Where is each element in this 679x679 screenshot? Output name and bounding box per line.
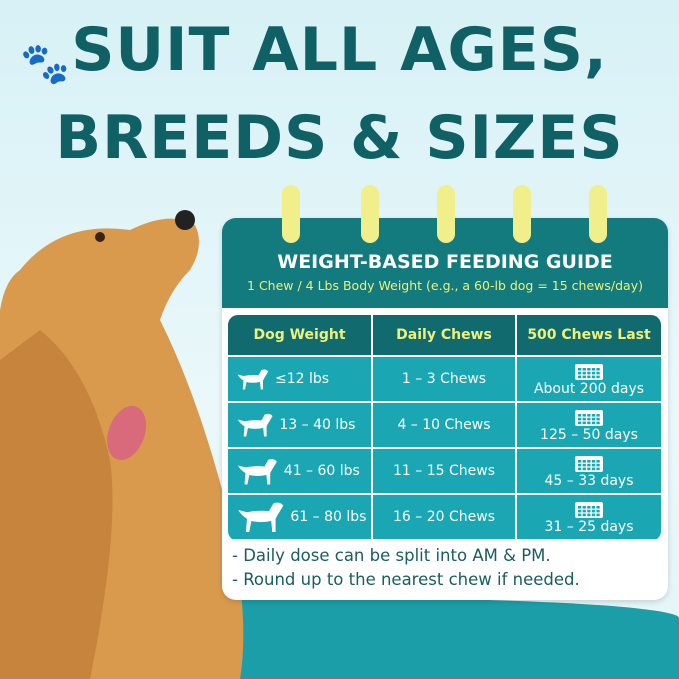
paw-print-icon: 🐾 (20, 41, 70, 87)
lasts-label: About 200 days (533, 380, 645, 397)
column-header: Dog Weight (228, 315, 373, 357)
table-row: 13 – 40 lbs 4 – 10 Chews 125 – 50 days (228, 401, 661, 449)
table-row: ≤12 lbs 1 – 3 Chews About 200 days (228, 355, 661, 403)
binder-ring (513, 185, 531, 243)
headline-line-2: BREEDS & SIZES (55, 103, 624, 173)
lasts-cell: About 200 days (515, 355, 661, 403)
lasts-cell: 31 – 25 days (515, 493, 661, 541)
chews-cell: 4 – 10 Chews (371, 401, 517, 449)
column-header: Daily Chews (371, 315, 517, 357)
weight-cell: 41 – 60 lbs (228, 447, 373, 495)
binder-ring (437, 185, 455, 243)
lasts-label: 45 – 33 days (544, 472, 634, 489)
lasts-label: 125 – 50 days (540, 426, 638, 443)
note-line: - Daily dose can be split into AM & PM. (232, 546, 551, 565)
golden-retriever-image (0, 210, 244, 679)
binder-ring (361, 185, 379, 243)
weight-cell: ≤12 lbs (228, 355, 373, 403)
table-row: 61 – 80 lbs 16 – 20 Chews 31 – 25 days (228, 493, 661, 541)
weight-label: 61 – 80 lbs (290, 509, 367, 525)
headline-line-1: SUIT ALL AGES, (71, 15, 608, 85)
table-row: 41 – 60 lbs 11 – 15 Chews 45 – 33 days (228, 447, 661, 495)
note-line: - Round up to the nearest chew if needed… (232, 570, 580, 589)
chews-cell: 1 – 3 Chews (371, 355, 517, 403)
chews-cell: 16 – 20 Chews (371, 493, 517, 541)
guide-title: WEIGHT-BASED FEEDING GUIDE (277, 251, 613, 273)
dog-silhouette-icon (237, 414, 273, 437)
dog-silhouette-icon (237, 369, 269, 390)
binder-ring (282, 185, 300, 243)
chews-cell: 11 – 15 Chews (371, 447, 517, 495)
column-header: 500 Chews Last (515, 315, 661, 357)
weight-cell: 61 – 80 lbs (228, 493, 373, 541)
lasts-cell: 125 – 50 days (515, 401, 661, 449)
table-header-row: Dog Weight Daily Chews 500 Chews Last (228, 315, 661, 357)
dog-silhouette-icon (238, 503, 284, 533)
notes: - Daily dose can be split into AM & PM. … (232, 544, 580, 592)
calendar-icon (575, 455, 603, 472)
weight-label: 41 – 60 lbs (283, 462, 360, 479)
calendar-icon (575, 501, 603, 518)
binder-ring (589, 185, 607, 243)
weight-label: 13 – 40 lbs (279, 417, 356, 433)
dog-silhouette-icon (237, 458, 277, 485)
calendar-icon (575, 363, 603, 380)
lasts-cell: 45 – 33 days (515, 447, 661, 495)
lasts-label: 31 – 25 days (544, 518, 634, 535)
weight-label: ≤12 lbs (275, 371, 330, 387)
guide-subtitle: 1 Chew / 4 Lbs Body Weight (e.g., a 60-l… (247, 278, 643, 293)
feeding-table: Dog Weight Daily Chews 500 Chews Last ≤1… (228, 315, 661, 541)
weight-cell: 13 – 40 lbs (228, 401, 373, 449)
calendar-icon (575, 409, 603, 426)
